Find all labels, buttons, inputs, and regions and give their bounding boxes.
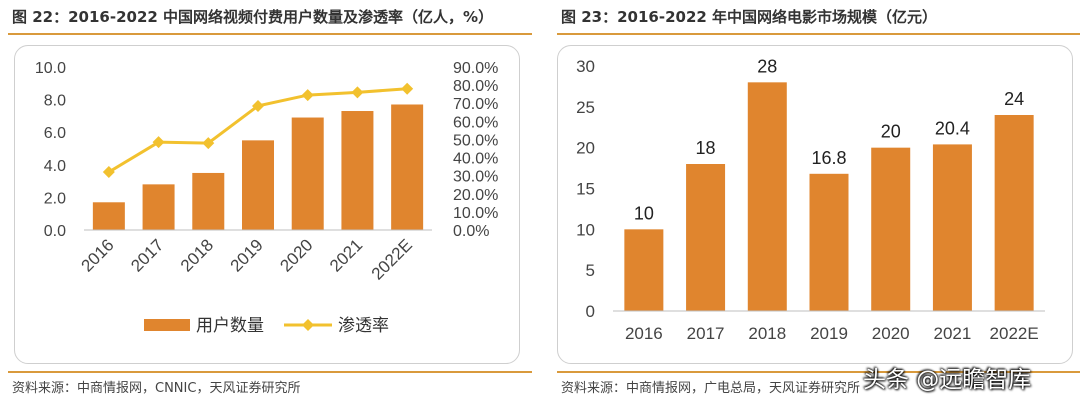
y-axis-tick-label: 25 bbox=[576, 98, 595, 117]
right-figure-title: 图 23：2016-2022 年中国网络电影市场规模（亿元） bbox=[561, 8, 938, 26]
line-point bbox=[152, 136, 165, 149]
bar bbox=[391, 104, 424, 230]
y-axis-tick-label: 10 bbox=[576, 220, 595, 239]
line-point bbox=[252, 99, 264, 112]
right-figure-panel: 图 23：2016-2022 年中国网络电影市场规模（亿元） 0 5 10 15 20 2… bbox=[549, 0, 1080, 404]
user-penetration-chart: 0.0 2.0 4.0 6.0 8.0 10.0 0.0%10.0%20.0%30.0%40… bbox=[35, 60, 499, 336]
y2-axis-tick-label: 10.0% bbox=[453, 205, 498, 222]
y2-axis-tick-label: 70.0% bbox=[453, 96, 498, 113]
bar bbox=[142, 184, 175, 230]
y-axis-tick-label: 10.0 bbox=[35, 60, 66, 77]
x-axis-tick-label: 2020 bbox=[872, 324, 910, 343]
y-axis-tick-label: 30 bbox=[576, 57, 595, 76]
line-point bbox=[351, 86, 364, 99]
y2-axis-tick-label: 60.0% bbox=[453, 114, 498, 131]
y-axis-tick-label: 0 bbox=[586, 302, 595, 321]
y-axis-tick-label: 20 bbox=[576, 139, 595, 158]
bar bbox=[192, 172, 225, 230]
legend-swatch-bar bbox=[144, 319, 190, 331]
x-axis-tick-label: 2020 bbox=[276, 235, 316, 275]
left-title-rule bbox=[8, 33, 532, 35]
y-axis-tick-label: 4.0 bbox=[44, 158, 66, 175]
x-axis-tick-label: 2016 bbox=[78, 235, 118, 275]
left-figure-title: 图 22：2016-2022 中国网络视频付费用户数量及渗透率（亿人，%） bbox=[12, 8, 494, 26]
x-axis-tick-label: 2019 bbox=[810, 324, 848, 343]
y2-axis-tick-label: 30.0% bbox=[453, 169, 498, 186]
bar bbox=[932, 144, 972, 311]
bar-data-label: 20 bbox=[881, 122, 901, 142]
line-point bbox=[102, 166, 115, 179]
bar bbox=[291, 117, 324, 230]
bar bbox=[871, 147, 911, 311]
bar bbox=[624, 229, 664, 311]
y-axis-tick-label: 6.0 bbox=[44, 125, 66, 142]
y2-axis-tick-label: 50.0% bbox=[453, 132, 498, 149]
y2-axis-tick-label: 40.0% bbox=[453, 151, 498, 168]
bar bbox=[341, 111, 374, 230]
right-source-note: 资料来源：中商情报网，广电总局，天风证券研究所 bbox=[561, 381, 861, 396]
y-axis-tick-label: 5 bbox=[586, 261, 595, 280]
x-axis-tick-label: 2022E bbox=[990, 324, 1039, 343]
x-axis-tick-label: 2021 bbox=[326, 235, 366, 275]
line-point bbox=[401, 82, 414, 95]
y2-axis-tick-label: 20.0% bbox=[453, 187, 498, 204]
x-axis-tick-label: 2017 bbox=[127, 235, 167, 275]
y-axis-tick-label: 0.0 bbox=[44, 223, 66, 240]
bar bbox=[809, 173, 849, 311]
line-point bbox=[301, 89, 314, 102]
line-point bbox=[202, 137, 215, 150]
left-figure-panel: 图 22：2016-2022 中国网络视频付费用户数量及渗透率（亿人，%） 0.… bbox=[0, 0, 532, 404]
x-axis-tick-label: 2021 bbox=[934, 324, 972, 343]
right-source-rule bbox=[557, 371, 1080, 373]
x-axis-tick-label: 2022E bbox=[368, 235, 416, 283]
bar-data-label: 18 bbox=[696, 138, 716, 158]
x-axis-tick-label: 2016 bbox=[625, 324, 663, 343]
left-source-note: 资料来源：中商情报网，CNNIC，天风证券研究所 bbox=[12, 381, 301, 396]
legend-label-line: 渗透率 bbox=[338, 316, 389, 336]
legend-label-bar: 用户数量 bbox=[196, 316, 264, 336]
bar-data-label: 28 bbox=[757, 56, 777, 76]
bar bbox=[92, 202, 125, 230]
right-title-rule bbox=[557, 33, 1080, 35]
legend-marker-line bbox=[302, 319, 314, 331]
y2-axis-tick-label: 0.0% bbox=[453, 223, 489, 240]
bar bbox=[747, 82, 787, 311]
y-axis-tick-label: 2.0 bbox=[44, 190, 66, 207]
bar-data-label: 20.4 bbox=[935, 118, 970, 138]
y2-axis-tick-label: 90.0% bbox=[453, 60, 498, 77]
bar-data-label: 10 bbox=[634, 203, 654, 223]
x-axis-tick-label: 2018 bbox=[748, 324, 786, 343]
x-axis-tick-label: 2018 bbox=[177, 235, 217, 275]
bar bbox=[242, 140, 274, 230]
x-axis-tick-label: 2017 bbox=[687, 324, 725, 343]
bar bbox=[686, 164, 726, 311]
y2-axis-tick-label: 80.0% bbox=[453, 78, 498, 95]
left-source-rule bbox=[8, 371, 532, 373]
bar-data-label: 24 bbox=[1004, 89, 1024, 109]
y-axis-tick-label: 8.0 bbox=[44, 93, 66, 110]
y-axis-tick-label: 15 bbox=[576, 180, 595, 199]
bar bbox=[994, 115, 1034, 311]
watermark: 头条 @远瞻智库 bbox=[863, 367, 1032, 393]
online-movie-market-chart: 0 5 10 15 20 25 30 10 2016 18 2017 28 2018 16.8 2019 20… bbox=[576, 56, 1045, 343]
bar-data-label: 16.8 bbox=[811, 148, 846, 168]
x-axis-tick-label: 2019 bbox=[227, 235, 267, 275]
